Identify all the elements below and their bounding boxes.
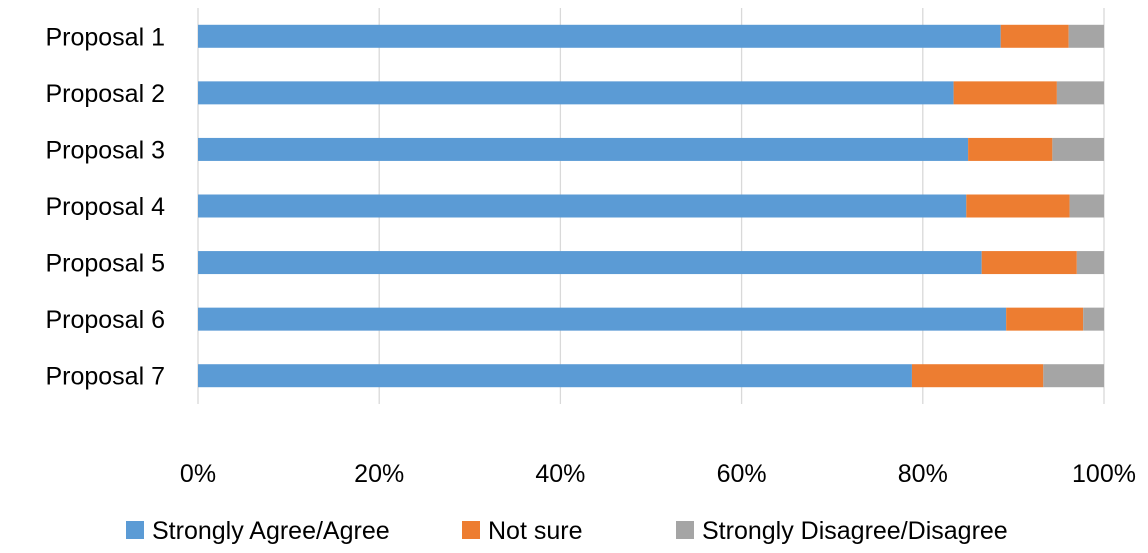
- legend-label-1: Strongly Agree/Agree: [152, 517, 390, 545]
- category-label-2: Proposal 2: [45, 80, 165, 108]
- bar-3-series-1: [198, 137, 969, 161]
- legend: Strongly Agree/Agree Not sure Strongly Dis…: [126, 517, 1008, 545]
- bar-2-series-2: [953, 81, 1057, 105]
- bar-1-series-1: [198, 24, 1001, 48]
- x-tick-label-3: 60%: [717, 460, 767, 488]
- bar-3-series-3: [1052, 137, 1104, 161]
- bar-4-series-1: [198, 194, 967, 218]
- category-label-1: Proposal 1: [45, 23, 165, 51]
- bar-3-series-2: [968, 137, 1053, 161]
- bar-2-series-1: [198, 81, 954, 105]
- x-tick-label-1: 20%: [354, 460, 404, 488]
- bar-1-series-3: [1068, 24, 1104, 48]
- x-tick-labels: 0% 20% 40% 60% 80% 100%: [180, 460, 1136, 488]
- x-tick-label-0: 0%: [180, 460, 216, 488]
- bar-4-series-2: [966, 194, 1070, 218]
- category-label-7: Proposal 7: [45, 363, 165, 391]
- bar-7-series-3: [1043, 364, 1104, 388]
- bar-2-series-3: [1056, 81, 1104, 105]
- bar-6-series-2: [1006, 307, 1084, 331]
- legend-label-3: Strongly Disagree/Disagree: [702, 517, 1008, 545]
- bar-4-series-3: [1069, 194, 1104, 218]
- x-tick-label-4: 80%: [898, 460, 948, 488]
- bar-6-series-1: [198, 307, 1007, 331]
- bar-5-series-3: [1076, 251, 1104, 275]
- bar-6-series-3: [1083, 307, 1104, 331]
- category-labels: Proposal 1 Proposal 2 Proposal 3 Proposal 4…: [45, 23, 165, 390]
- legend-swatch-1: [126, 521, 144, 539]
- bar-5-series-1: [198, 251, 982, 275]
- category-label-6: Proposal 6: [45, 306, 165, 334]
- bar-7-series-2: [911, 364, 1044, 388]
- bar-1-series-2: [1000, 24, 1069, 48]
- bar-7-series-1: [198, 364, 912, 388]
- x-tick-label-2: 40%: [535, 460, 585, 488]
- category-label-4: Proposal 4: [45, 193, 165, 221]
- legend-label-2: Not sure: [488, 517, 582, 545]
- legend-swatch-3: [676, 521, 694, 539]
- bars: [198, 24, 1104, 388]
- legend-swatch-2: [462, 521, 480, 539]
- category-label-3: Proposal 3: [45, 136, 165, 164]
- x-tick-label-5: 100%: [1072, 460, 1136, 488]
- category-label-5: Proposal 5: [45, 250, 165, 278]
- bar-5-series-2: [981, 251, 1077, 275]
